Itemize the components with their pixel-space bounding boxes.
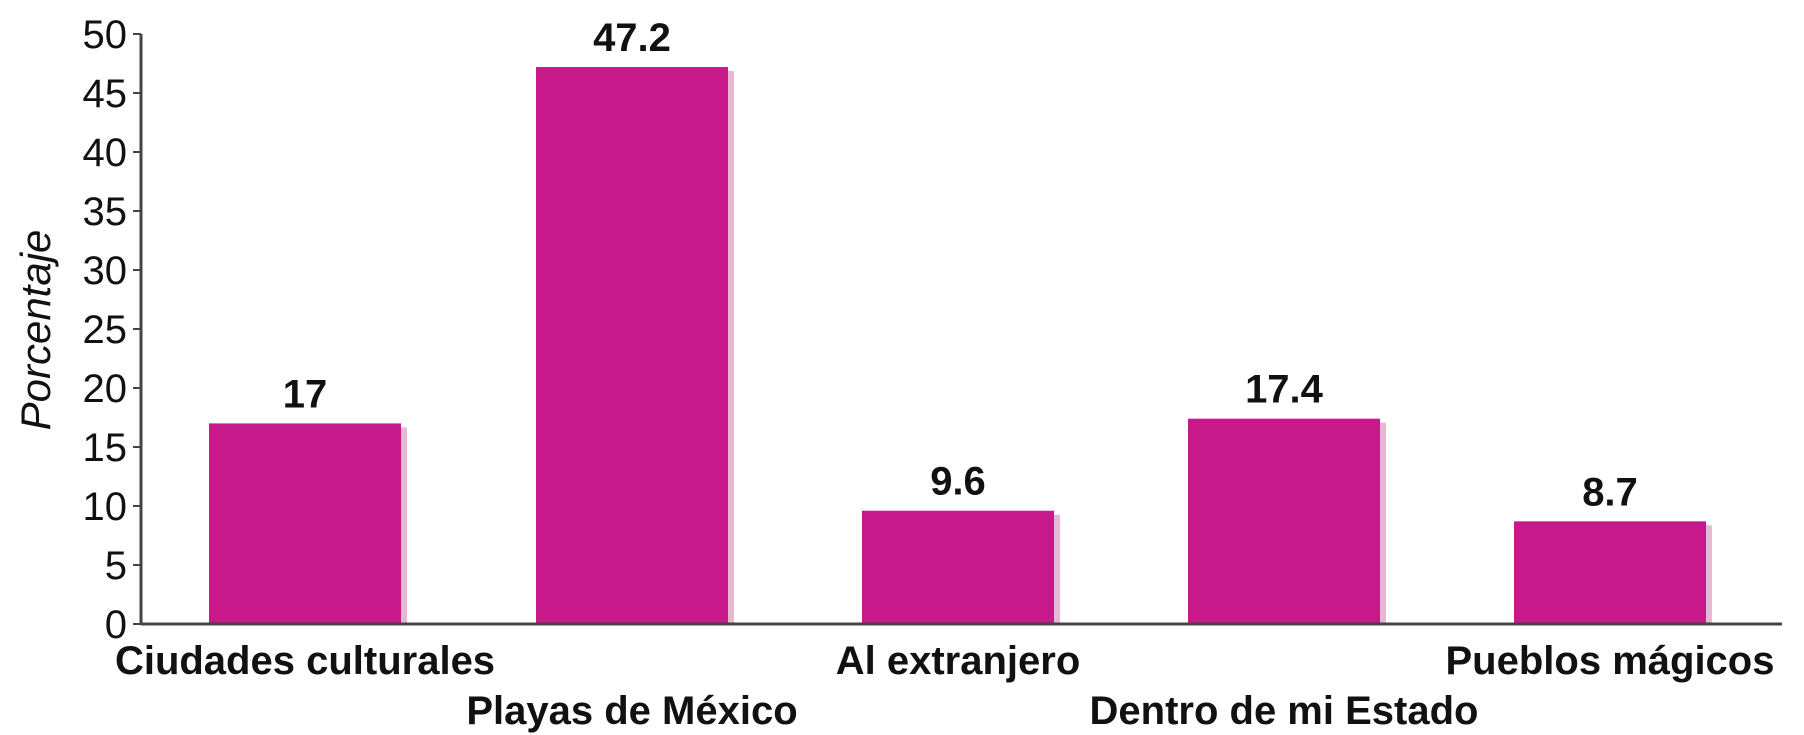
category-label: Dentro de mi Estado (1090, 689, 1479, 733)
y-tick-label: 20 (83, 367, 128, 411)
bar (536, 67, 728, 625)
y-tick-label: 35 (83, 190, 128, 234)
bar (1188, 418, 1380, 624)
category-label: Al extranjero (836, 639, 1081, 683)
bar-value-label: 9.6 (930, 460, 986, 504)
bar (209, 423, 401, 624)
bar (862, 510, 1054, 624)
y-tick-label: 5 (105, 544, 127, 588)
category-labels-layer: Ciudades culturales Playas de México Al ex… (115, 639, 1775, 733)
y-tick-label: 0 (105, 603, 127, 647)
y-tick-label: 15 (83, 426, 128, 470)
category-label: Pueblos mágicos (1446, 639, 1775, 683)
y-axis-title: Porcentaje (12, 230, 59, 431)
y-tick-label: 45 (83, 72, 128, 116)
bar (1514, 521, 1706, 624)
bars-layer (209, 67, 1712, 625)
y-tick-label: 50 (83, 13, 128, 57)
bar-value-label: 17.4 (1245, 368, 1324, 412)
y-tick-label: 40 (83, 131, 128, 175)
y-tick-label: 25 (83, 308, 128, 352)
bar-value-label: 47.2 (593, 16, 671, 60)
category-label: Ciudades culturales (115, 639, 495, 683)
y-tick-label: 30 (83, 249, 128, 293)
data-labels-layer: 17 47.2 9.6 17.4 8.7 (283, 16, 1638, 514)
y-tick-label: 10 (83, 485, 128, 529)
bar-value-label: 8.7 (1582, 470, 1638, 514)
bar-value-label: 17 (283, 372, 328, 416)
category-label: Playas de México (466, 689, 797, 733)
y-ticks-layer: 0 5 10 15 20 25 30 35 40 45 50 (83, 13, 141, 647)
